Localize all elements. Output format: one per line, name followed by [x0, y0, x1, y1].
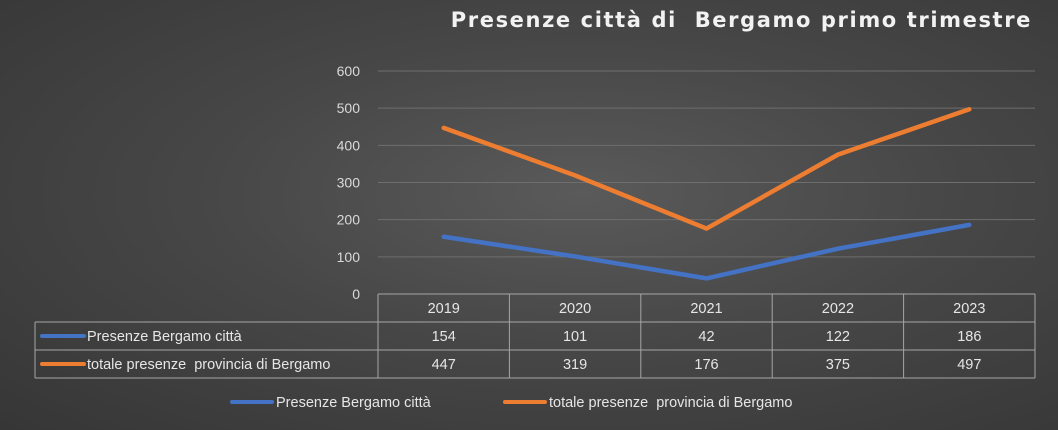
y-tick-label: 100	[337, 249, 361, 265]
y-tick-label: 0	[352, 286, 360, 302]
y-tick-label: 600	[337, 63, 361, 79]
y-tick-label: 200	[337, 212, 361, 228]
data-table: 2019 2020 2021 2022 2023 Presenze Bergamo cit…	[34, 293, 1036, 379]
legend-label: Presenze Bergamo città	[276, 395, 432, 411]
category-label: 2021	[690, 301, 722, 317]
series-line	[441, 222, 972, 281]
gridlines	[378, 70, 1035, 258]
series-lines	[441, 107, 972, 281]
category-label: 2022	[822, 301, 854, 317]
table-row-label: Presenze Bergamo città	[87, 329, 243, 345]
table-cell-value: 186	[957, 329, 981, 345]
table-cell-value: 154	[432, 329, 456, 345]
table-cell-value: 42	[698, 329, 714, 345]
y-tick-label: 300	[337, 175, 361, 191]
legend-label: totale presenze provincia di Bergamo	[549, 395, 792, 411]
table-cell-value: 176	[694, 357, 718, 373]
y-axis-ticks: 0 100 200 300 400 500 600	[337, 63, 361, 302]
category-label: 2020	[559, 301, 591, 317]
table-cell-value: 497	[957, 357, 981, 373]
table-cell-value: 375	[826, 357, 850, 373]
table-cell-value: 101	[563, 329, 587, 345]
table-cell-value: 122	[826, 329, 850, 345]
y-tick-label: 400	[337, 137, 361, 153]
legend: Presenze Bergamo città totale presenze pr…	[230, 395, 792, 411]
table-row-label: totale presenze provincia di Bergamo	[87, 357, 330, 373]
y-tick-label: 500	[337, 100, 361, 116]
series-line	[441, 107, 972, 231]
chart-title: Presenze città di Bergamo primo trimestr…	[450, 8, 1032, 32]
category-label: 2023	[953, 301, 985, 317]
category-label: 2019	[428, 301, 460, 317]
table-cell-value: 319	[563, 357, 587, 373]
table-cell-value: 447	[432, 357, 456, 373]
